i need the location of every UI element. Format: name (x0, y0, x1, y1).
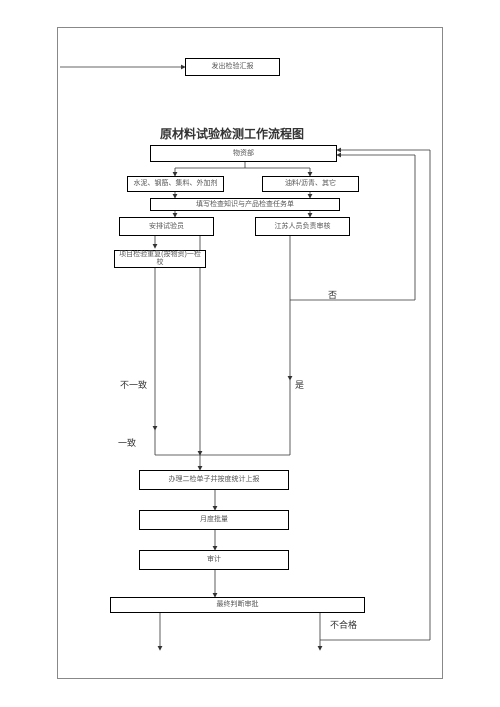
node-n4-left: 安排试验员 (119, 217, 214, 236)
node-n2-right: 油料/沥青、其它 (262, 176, 359, 192)
node-n5-label: 项目检验重复(按物资)一检校 (117, 251, 203, 266)
label-consistent: 一致 (118, 436, 136, 449)
diagram-title: 原材料试验检测工作流程图 (160, 125, 304, 142)
node-n3: 填写检查知识与产品检查任务单 (150, 198, 340, 211)
node-n4-left-label: 安排试验员 (149, 223, 184, 231)
node-n4-right-label: 江苏人员负责审核 (275, 223, 331, 231)
node-n8: 审计 (139, 550, 289, 570)
node-n7-label: 月度批量 (200, 516, 228, 524)
node-n1: 物资部 (150, 145, 337, 162)
node-n9-label: 最终判断审批 (217, 601, 259, 609)
label-yes: 是 (295, 378, 304, 391)
top-box-label: 发出检验汇报 (212, 63, 254, 71)
node-n2-right-label: 油料/沥青、其它 (285, 180, 336, 188)
label-no: 否 (328, 288, 337, 301)
label-inconsistent: 不一致 (120, 378, 147, 391)
node-n2-left: 水泥、钢筋、集料、外加剂 (127, 176, 224, 192)
label-nonconforming: 不合格 (330, 618, 357, 631)
node-n1-label: 物资部 (233, 150, 254, 158)
node-n5: 项目检验重复(按物资)一检校 (114, 250, 206, 268)
node-n3-label: 填写检查知识与产品检查任务单 (196, 201, 294, 209)
top-box: 发出检验汇报 (185, 58, 280, 76)
node-n7: 月度批量 (139, 510, 289, 530)
node-n6: 办理二检单子并按度统计上报 (139, 470, 289, 490)
node-n9: 最终判断审批 (110, 597, 365, 613)
node-n8-label: 审计 (207, 556, 221, 564)
node-n2-left-label: 水泥、钢筋、集料、外加剂 (134, 180, 218, 188)
node-n6-label: 办理二检单子并按度统计上报 (169, 476, 260, 484)
node-n4-right: 江苏人员负责审核 (255, 217, 350, 236)
